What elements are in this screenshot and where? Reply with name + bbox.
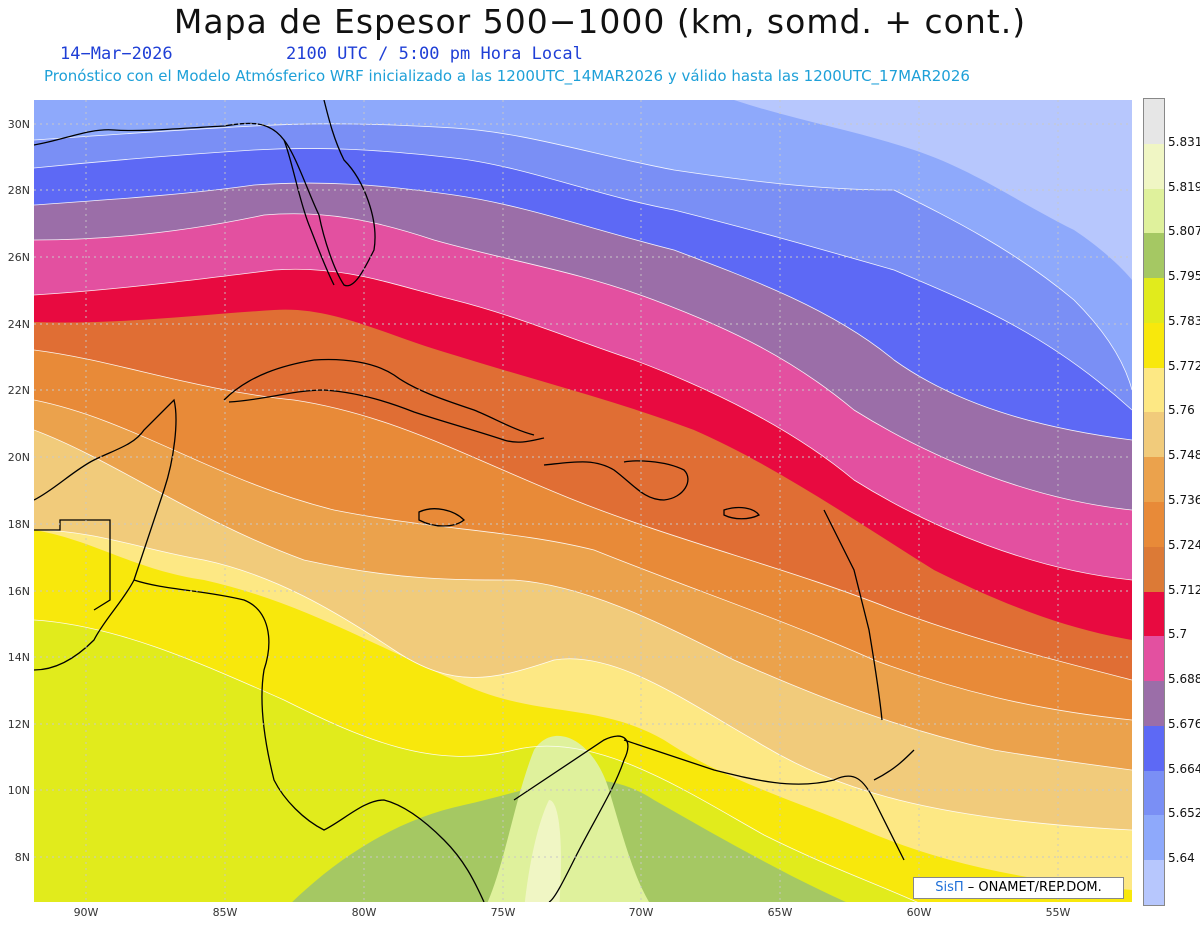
- legend-swatch: [1144, 367, 1164, 413]
- us-gulf-coast: [34, 122, 335, 286]
- legend-label: 5.676: [1168, 716, 1200, 731]
- forecast-time: 2100 UTC / 5:00 pm Hora Local: [286, 44, 583, 64]
- legend-label: 5.795: [1168, 269, 1200, 284]
- legend-label: 5.712: [1168, 582, 1200, 597]
- florida: [283, 100, 376, 287]
- lat-label-18n: 18N: [7, 518, 30, 531]
- cuba-north: [223, 358, 535, 436]
- contour-lines: [34, 123, 1132, 902]
- legend-label: 5.76: [1168, 403, 1195, 418]
- date-time-line: 14−Mar−2026 2100 UTC / 5:00 pm Hora Loca…: [60, 44, 583, 64]
- lat-label-22n: 22N: [7, 384, 30, 397]
- legend-swatch: [1144, 591, 1164, 637]
- lon-label-75w: 75W: [490, 906, 516, 919]
- legend-swatch: [1144, 233, 1164, 279]
- legend-label: 5.64: [1168, 851, 1195, 866]
- legend-swatch: [1144, 188, 1164, 234]
- sispi-logo: SisΠ: [935, 880, 964, 895]
- lon-label-80w: 80W: [351, 906, 377, 919]
- legend-label: 5.831: [1168, 134, 1200, 149]
- jamaica: [418, 508, 465, 527]
- credit-box: SisΠ – ONAMET/REP.DOM.: [913, 877, 1124, 899]
- central-america-caribbean-coast: [133, 579, 485, 902]
- lat-label-10n: 10N: [7, 784, 30, 797]
- legend-label: 5.688: [1168, 672, 1200, 687]
- lat-label-12n: 12N: [7, 718, 30, 731]
- legend-swatch: [1144, 412, 1164, 458]
- lat-label-14n: 14N: [7, 651, 30, 664]
- band-5807: [487, 735, 650, 902]
- puerto-rico: [723, 506, 760, 520]
- legend-swatch: [1144, 770, 1164, 816]
- legend-label: 5.724: [1168, 537, 1200, 552]
- legend-label: 5.783: [1168, 313, 1200, 328]
- legend-label: 5.652: [1168, 806, 1200, 821]
- legend-swatch: [1144, 99, 1164, 145]
- lon-label-85w: 85W: [212, 906, 238, 919]
- lon-label-55w: 55W: [1045, 906, 1071, 919]
- thickness-map-svg: [34, 100, 1132, 902]
- legend-swatch: [1144, 636, 1164, 682]
- legend-swatch: [1144, 143, 1164, 190]
- legend-swatch: [1144, 681, 1164, 727]
- legend-swatch: [1144, 815, 1164, 861]
- lesser-antilles: [823, 509, 883, 721]
- lat-label-20n: 20N: [7, 451, 30, 464]
- legend-swatch: [1144, 457, 1164, 503]
- color-legend: [1143, 98, 1165, 906]
- legend-label: 5.772: [1168, 358, 1200, 373]
- model-subtitle: Pronóstico con el Modelo Atmósferico WRF…: [44, 67, 970, 85]
- hispaniola: [543, 460, 689, 501]
- lat-label-26n: 26N: [7, 251, 30, 264]
- legend-swatch: [1144, 278, 1164, 324]
- credit-text: – ONAMET/REP.DOM.: [967, 880, 1102, 895]
- coastlines: [34, 100, 915, 902]
- band-lowest: [734, 100, 1132, 280]
- venezuela-coast: [623, 739, 905, 861]
- legend-swatch: [1144, 502, 1164, 548]
- cuba-south: [228, 389, 545, 443]
- legend-label: 5.7: [1168, 627, 1188, 642]
- legend-label: 5.736: [1168, 493, 1200, 507]
- lon-label-60w: 60W: [906, 906, 932, 919]
- legend-label: 5.819: [1168, 179, 1200, 194]
- lon-label-65w: 65W: [767, 906, 793, 919]
- legend-label: 5.664: [1168, 761, 1200, 776]
- lon-label-70w: 70W: [628, 906, 654, 919]
- legend-swatch: [1144, 322, 1164, 369]
- trinidad: [873, 749, 915, 781]
- lon-label-90w: 90W: [73, 906, 99, 919]
- colombia-coast: [513, 735, 629, 902]
- lat-label-8n: 8N: [14, 851, 30, 864]
- thickness-map[interactable]: [34, 100, 1132, 902]
- lat-label-28n: 28N: [7, 184, 30, 197]
- legend-swatch: [1144, 725, 1164, 772]
- lat-label-16n: 16N: [7, 585, 30, 598]
- map-title: Mapa de Espesor 500−1000 (km, somd. + co…: [173, 2, 1027, 41]
- guatemala-border: [34, 519, 111, 611]
- band-5640: [34, 100, 1132, 390]
- band-5819: [524, 800, 561, 902]
- legend-label: 5.748: [1168, 448, 1200, 463]
- legend-swatch: [1144, 860, 1164, 906]
- lat-label-24n: 24N: [7, 318, 30, 331]
- legend-swatch: [1144, 546, 1164, 593]
- legend-label: 5.807: [1168, 224, 1200, 239]
- forecast-date: 14−Mar−2026: [60, 44, 173, 64]
- lat-lon-grid: [34, 100, 1132, 902]
- lat-label-30n: 30N: [7, 118, 30, 131]
